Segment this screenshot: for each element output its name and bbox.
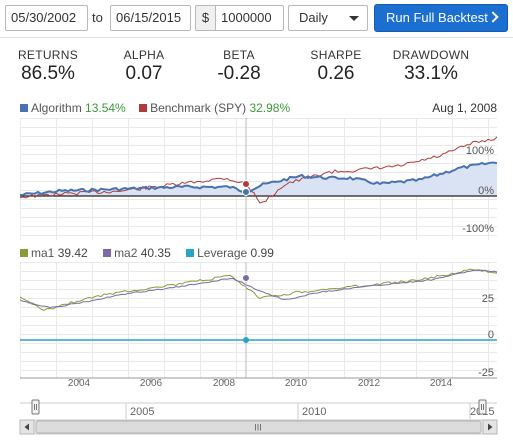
end-date-input[interactable]: 06/15/2015: [110, 5, 191, 31]
navigator-tick-2005: 2005: [130, 406, 154, 418]
stat-label: RETURNS: [17, 48, 79, 62]
chevron-right-icon: [487, 11, 499, 23]
leverage-marker: [243, 337, 249, 343]
x-tick-2012: 2012: [358, 378, 381, 389]
ma1-swatch: [20, 249, 28, 257]
backtest-toolbar: 05/30/2002 to 06/15/2015 $ 1000000 Daily…: [0, 0, 513, 36]
scroll-left-arrow-icon: [24, 423, 29, 431]
algorithm-marker: [242, 188, 250, 196]
legend-ma2[interactable]: ma2 40.35: [103, 246, 171, 260]
stat-sharpe: SHARPE 0.26: [304, 48, 368, 85]
stat-label: BETA: [223, 48, 255, 62]
indicator-chart[interactable]: 25 0 -25 2004 2006 2008 2010 2012 2014: [0, 262, 513, 392]
stat-alpha: ALPHA 0.07: [112, 48, 176, 85]
ma1-label: ma1: [31, 246, 55, 260]
range-navigator[interactable]: 2005 2010 2015 III: [0, 396, 513, 442]
chevron-down-icon: [349, 16, 359, 21]
ma1-value: 39.42: [57, 246, 88, 260]
x-axis-ticks: 2004 2006 2008 2010 2012 2014: [68, 378, 453, 389]
indicator-chart-grid: [20, 262, 497, 378]
ma1-line: [19, 268, 497, 311]
stat-value: 0.26: [317, 63, 355, 84]
frequency-value: Daily: [299, 10, 328, 25]
ma2-value: 40.35: [140, 246, 171, 260]
stat-drawdown: DRAWDOWN 33.1%: [388, 48, 474, 85]
navigator-scrollbar[interactable]: III: [19, 419, 498, 435]
x-tick-2008: 2008: [213, 378, 236, 389]
y-tick-0: 0: [488, 329, 494, 341]
leverage-value: 0.99: [250, 246, 274, 260]
run-full-backtest-label: Run Full Backtest: [386, 10, 488, 25]
benchmark-marker: [242, 180, 250, 188]
stat-returns: RETURNS 86.5%: [16, 48, 80, 85]
stat-value: 33.1%: [404, 63, 458, 84]
y-tick-0: 0%: [478, 185, 494, 197]
frequency-select[interactable]: Daily: [288, 5, 368, 31]
leverage-label: Leverage: [197, 246, 248, 260]
x-tick-2010: 2010: [285, 378, 308, 389]
algorithm-line: [19, 161, 498, 196]
y-tick-minus-25: -25: [478, 367, 494, 379]
scroll-thumb[interactable]: [35, 420, 482, 434]
leverage-swatch: [186, 249, 195, 257]
navigator-left-handle[interactable]: [31, 399, 40, 415]
ma2-label: ma2: [114, 246, 138, 260]
algorithm-label: Algorithm: [31, 101, 82, 115]
legend-benchmark[interactable]: Benchmark (SPY) 32.98%: [139, 101, 290, 115]
top-chart-legend: Algorithm 13.54% Benchmark (SPY) 32.98%: [20, 101, 290, 115]
benchmark-value: 32.98%: [249, 101, 291, 115]
capital-input[interactable]: 1000000: [215, 5, 284, 31]
performance-stats: RETURNS 86.5% ALPHA 0.07 BETA -0.28 SHAR…: [0, 48, 513, 88]
algorithm-area: [20, 162, 497, 196]
returns-chart[interactable]: 100% 0% -100%: [0, 118, 513, 240]
scroll-grip-icon: III: [254, 423, 262, 433]
stat-beta: BETA -0.28: [207, 48, 271, 85]
toolbar-divider: [0, 37, 513, 38]
x-tick-2004: 2004: [68, 378, 91, 389]
run-full-backtest-button[interactable]: Run Full Backtest: [374, 4, 508, 32]
y-tick-25: 25: [482, 293, 494, 305]
ma2-swatch: [103, 249, 112, 257]
hover-date: Aug 1, 2008: [432, 101, 497, 115]
stat-label: DRAWDOWN: [392, 48, 470, 62]
ma2-line: [19, 269, 498, 309]
algorithm-value: 13.54%: [85, 101, 126, 115]
benchmark-line: [19, 136, 498, 204]
navigator-tick-2010: 2010: [302, 406, 326, 418]
y-tick-minus-100: -100%: [462, 223, 494, 235]
date-range-to-label: to: [92, 10, 103, 25]
legend-ma1[interactable]: ma1 39.42: [20, 246, 88, 260]
x-tick-2006: 2006: [140, 378, 163, 389]
legend-leverage[interactable]: Leverage 0.99: [186, 246, 274, 260]
benchmark-swatch: [139, 104, 148, 112]
navigator-right-handle[interactable]: [478, 399, 487, 415]
ma2-marker: [242, 274, 250, 282]
currency-symbol: $: [195, 5, 215, 31]
x-tick-2014: 2014: [430, 378, 453, 389]
stat-value: 0.07: [125, 63, 163, 84]
stat-value: 86.5%: [21, 63, 75, 84]
legend-algorithm[interactable]: Algorithm 13.54%: [20, 101, 126, 115]
algorithm-swatch: [20, 104, 28, 112]
stat-value: -0.28: [217, 63, 261, 84]
y-tick-100: 100%: [466, 145, 494, 157]
bottom-chart-legend: ma1 39.42 ma2 40.35 Leverage 0.99: [20, 246, 274, 260]
scroll-right-arrow-icon: [488, 423, 493, 431]
start-date-input[interactable]: 05/30/2002: [5, 5, 88, 31]
benchmark-label: Benchmark (SPY): [150, 101, 247, 115]
stat-label: SHARPE: [310, 48, 362, 62]
stat-label: ALPHA: [123, 48, 165, 62]
